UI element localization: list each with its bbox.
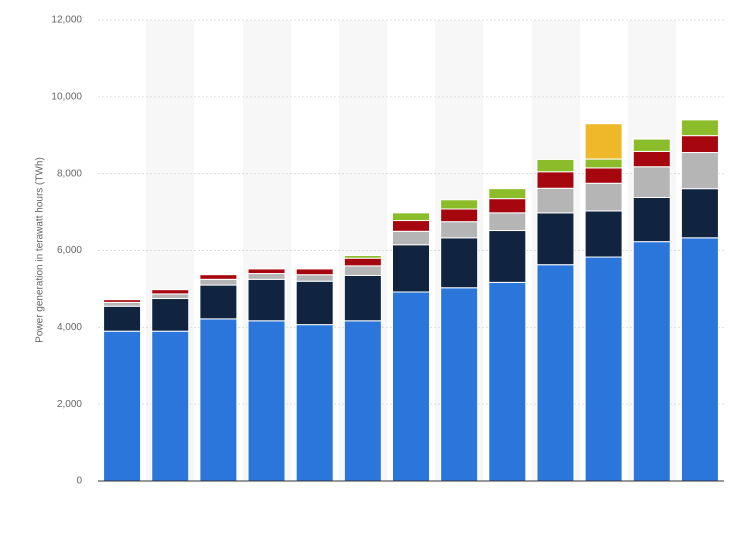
bar-segment [343, 257, 382, 267]
bar-segment [343, 320, 382, 482]
bar-segment [536, 187, 575, 214]
bar-segment [440, 237, 479, 289]
bar-segment [488, 188, 527, 200]
bar-segment [103, 305, 142, 332]
bar-segment [151, 330, 190, 482]
bar-segment [103, 301, 142, 307]
bar-segment [536, 264, 575, 482]
y-tick-label: 4,000 [57, 322, 82, 333]
bar-segment [584, 256, 623, 482]
bar-segment [632, 241, 671, 482]
bar-segment [247, 273, 286, 280]
bar-segment [632, 138, 671, 152]
bar-segment [536, 158, 575, 173]
bar-segment [584, 158, 623, 169]
bar-segment [536, 212, 575, 266]
y-tick-label: 10,000 [51, 91, 82, 102]
y-tick-label: 12,000 [51, 15, 82, 26]
bar-segment [392, 220, 430, 232]
bar-segment [488, 281, 527, 482]
bar-segment [247, 278, 286, 322]
bar-segment [295, 274, 334, 282]
bar-segment [103, 299, 142, 303]
bar-segment [247, 268, 286, 275]
bar-segment [440, 221, 479, 239]
y-tick-label: 6,000 [57, 245, 82, 256]
bar-segment [488, 212, 527, 232]
bar-segment [392, 244, 430, 293]
bar-segment [488, 198, 527, 214]
y-tick-label: 2,000 [57, 399, 82, 410]
bar-segment [295, 268, 334, 276]
bar-segment [440, 199, 479, 210]
bar-segment [392, 212, 430, 222]
y-axis-label: Power generation in terawatt hours (TWh) [35, 157, 46, 343]
bar-segment [536, 171, 575, 189]
bar-segment [392, 291, 430, 482]
bar-segment [199, 284, 238, 320]
bar-segment [584, 167, 623, 184]
y-tick-label: 0 [76, 476, 82, 487]
bar-segment [632, 196, 671, 243]
bar-segment [632, 150, 671, 168]
bar-segment [440, 208, 479, 223]
bar-segment [632, 166, 671, 198]
bar-segment [680, 237, 719, 482]
bar-segment [199, 318, 238, 482]
bar-segment [343, 265, 382, 276]
bar-segment [680, 188, 719, 239]
bar-segment [199, 278, 238, 286]
bar-segment [295, 324, 334, 482]
bar-segment [151, 293, 190, 300]
bar-segment [392, 230, 430, 246]
bar-segment [295, 280, 334, 326]
bar-segment [584, 123, 623, 160]
bar-segment [199, 274, 238, 280]
bar-segment [584, 182, 623, 212]
bar-segment [343, 254, 382, 259]
bar-segment [343, 274, 382, 322]
bar-segment [680, 152, 719, 190]
bar-segment [247, 320, 286, 482]
bar-segment [584, 210, 623, 258]
bar-segment [488, 230, 527, 283]
y-tick-label: 8,000 [57, 168, 82, 179]
bar-segment [103, 330, 142, 482]
bar-segment [151, 298, 190, 332]
bar-segment [440, 287, 479, 482]
bar-segment [680, 135, 719, 154]
bar-segment [680, 119, 719, 137]
bar-segment [151, 289, 190, 295]
